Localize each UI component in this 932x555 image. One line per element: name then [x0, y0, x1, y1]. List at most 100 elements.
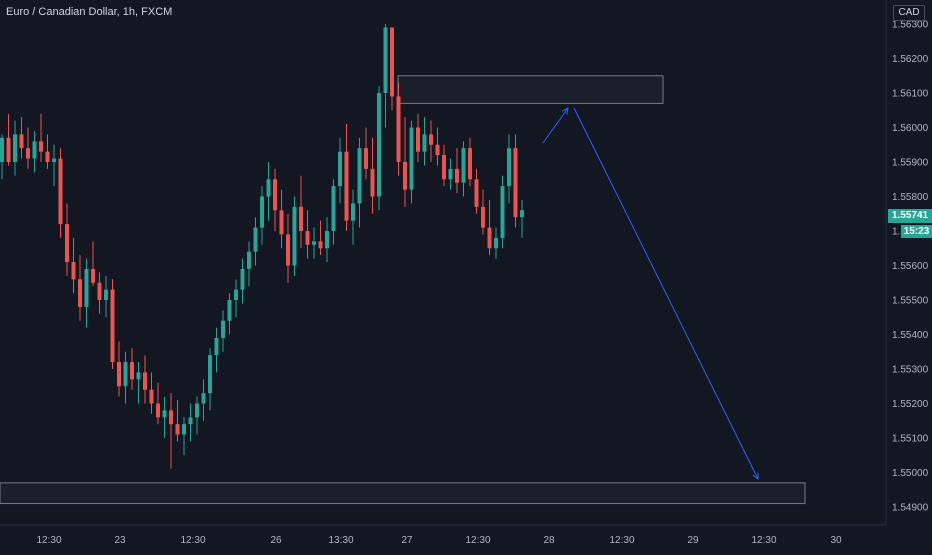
candle: [182, 417, 186, 456]
candle: [487, 199, 492, 256]
candle: [442, 144, 446, 187]
candle: [305, 210, 310, 259]
candle-body: [260, 196, 264, 228]
price-tick-label: 1.55400: [892, 330, 929, 341]
candle: [286, 213, 290, 283]
time-tick-label: 26: [270, 535, 282, 546]
candle-body: [442, 155, 446, 180]
price-tick-label: 1.55000: [892, 468, 929, 479]
candle-body: [195, 403, 199, 418]
candle-body: [26, 148, 30, 159]
candle-body: [357, 148, 362, 204]
candle-body: [71, 262, 76, 280]
candle: [6, 113, 11, 166]
candle: [32, 130, 37, 173]
candle: [84, 258, 89, 328]
up-arrow: [542, 108, 568, 144]
candle-body: [6, 137, 11, 162]
price-tick-label: 1.55800: [892, 192, 929, 203]
candle-body: [78, 279, 82, 307]
candle: [169, 393, 173, 470]
candle-body: [312, 241, 316, 245]
candle-body: [136, 372, 141, 380]
candle: [409, 120, 414, 204]
candle: [221, 310, 225, 352]
candle: [318, 220, 323, 256]
candle-body: [435, 144, 440, 156]
time-tick-label: 30: [830, 535, 842, 546]
candle: [396, 82, 401, 176]
candle-body: [273, 179, 277, 211]
candle: [149, 372, 154, 414]
price-tick-label: 1.55200: [892, 399, 929, 410]
price-tick-label: 1.56200: [892, 54, 929, 65]
candle-body: [409, 127, 414, 190]
candle-body: [182, 424, 186, 435]
candle: [494, 227, 498, 259]
price-tick-label: 1.55100: [892, 434, 929, 445]
candle: [513, 134, 518, 228]
candle: [416, 113, 420, 162]
candle: [507, 134, 511, 204]
candle-body: [110, 289, 115, 363]
candle: [312, 227, 316, 259]
time-tick-label: 12:30: [465, 535, 490, 546]
candle: [156, 382, 160, 425]
candle-body: [390, 27, 394, 97]
candle-body: [39, 141, 43, 152]
target-zone[interactable]: [0, 482, 806, 505]
candle: [188, 403, 193, 442]
candle: [266, 162, 271, 221]
candle-body: [19, 134, 24, 149]
candle: [208, 348, 212, 411]
price-tick-label: 1.56300: [892, 20, 929, 31]
price-tick-label: 1.55600: [892, 261, 929, 272]
candle: [448, 158, 453, 190]
time-tick-label: 12:30: [180, 535, 205, 546]
candle-body: [123, 362, 128, 387]
time-tick-label: 23: [114, 535, 126, 546]
candle-body: [149, 389, 154, 404]
candle: [45, 134, 50, 169]
candle-body: [32, 141, 37, 159]
currency-label[interactable]: CAD: [893, 5, 925, 21]
candle-body: [266, 179, 271, 197]
candle-body: [292, 206, 297, 266]
candle-body: [448, 168, 453, 180]
supply-zone[interactable]: [397, 75, 664, 104]
projection-arrows: [542, 108, 758, 479]
candle: [110, 279, 115, 369]
candle: [58, 148, 63, 238]
candle: [455, 148, 459, 194]
candle-body: [234, 289, 238, 300]
candle-body: [344, 151, 349, 221]
candle-body: [429, 134, 433, 145]
candle: [240, 258, 245, 304]
candle: [364, 127, 368, 180]
candle: [468, 137, 472, 187]
candle: [39, 113, 43, 162]
candle: [292, 196, 297, 276]
candle-body: [500, 186, 505, 238]
price-tick-label: 1.55500: [892, 296, 929, 307]
candle: [331, 179, 336, 245]
candle-body: [396, 96, 401, 162]
candle-body: [45, 151, 50, 162]
candle-body: [84, 268, 89, 307]
last-price-badge: 1.55741: [888, 209, 932, 223]
candle: [351, 189, 355, 245]
candle: [481, 189, 485, 235]
candle: [0, 134, 4, 180]
candle: [500, 175, 505, 249]
candle: [377, 86, 381, 211]
candle: [344, 124, 349, 231]
time-tick-label: 27: [401, 535, 413, 546]
time-axis[interactable]: 12:30 23 12:30 26 13:30 27 12:30 28 12:30 29 12:30…: [36, 535, 842, 546]
price-tick-label: 1.56000: [892, 123, 929, 134]
candle-body: [13, 134, 17, 162]
price-axis[interactable]: 1.56300 1.56200 1.56100 1.56000 1.55900 1.558…: [892, 20, 929, 514]
candle-body: [494, 237, 498, 249]
candle: [117, 341, 121, 397]
